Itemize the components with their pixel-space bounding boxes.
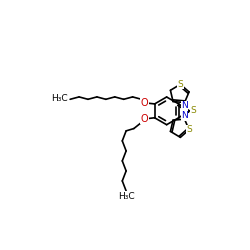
Text: S: S	[178, 80, 183, 89]
Text: N: N	[181, 101, 188, 110]
Text: H₃C: H₃C	[118, 192, 134, 201]
Text: O: O	[141, 98, 148, 108]
Text: O: O	[141, 114, 148, 124]
Text: S: S	[190, 106, 196, 115]
Text: H₃C: H₃C	[51, 94, 68, 103]
Text: N: N	[181, 111, 188, 120]
Text: S: S	[186, 125, 192, 134]
